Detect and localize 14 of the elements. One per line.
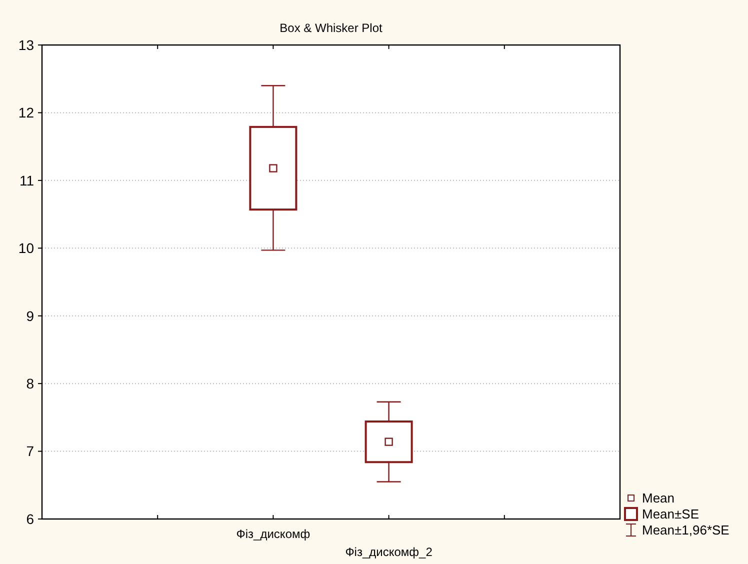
text: Mean±SE [642,506,700,522]
chart-title: Box & Whisker Plot [280,21,384,35]
x-tick-label: Фіз_дискомф_2 [345,545,433,559]
y-tick-label: 6 [26,510,34,527]
text: Mean±1,96*SE [642,522,730,538]
y-tick-label: 9 [26,308,34,324]
y-tick-label: 8 [26,375,34,392]
y-tick-label: 13 [18,36,34,53]
x-tick-label: Фіз_дискомф [236,527,310,541]
y-tick-label: 10 [18,240,34,256]
y-tick-label: 11 [19,172,34,188]
y-tick-label: 7 [26,443,34,460]
text: Mean [642,490,675,506]
y-tick-label: 12 [18,104,34,121]
